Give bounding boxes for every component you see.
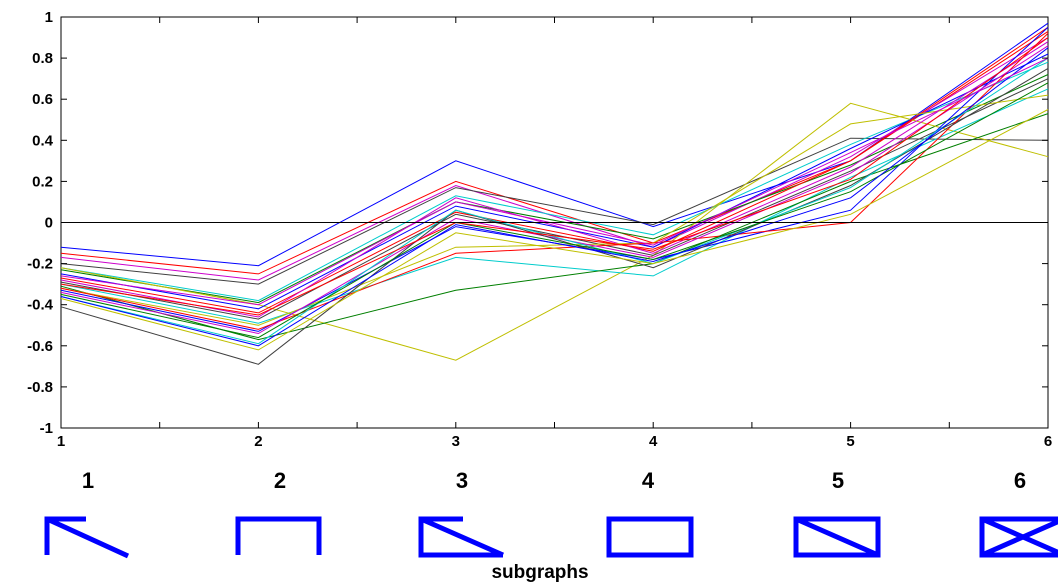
plot-area: 1 0.8 0.6 0.4 0.2 0 -0.2 -0.4 -0.6 -0.8 -1 1 2 3 4 5 6 [27, 9, 1052, 450]
y-tick-label: -0.6 [27, 338, 53, 355]
x-tick-label: 2 [254, 433, 262, 450]
series-line-5 [60, 61, 1049, 302]
y-tick-label: 0 [45, 215, 53, 232]
series-layer [60, 22, 1049, 365]
y-tick-label: -1 [40, 420, 53, 437]
subgraph-numbers: 1 2 3 4 5 6 [82, 468, 1026, 493]
series-line-21 [60, 109, 1049, 351]
series-line-12 [60, 88, 1049, 324]
subgraph-5-icon [793, 516, 881, 558]
subgraph-3-icon [418, 516, 505, 558]
x-tick-label: 5 [846, 433, 854, 450]
series-line-8 [60, 53, 1049, 310]
subgraph-number-3: 3 [456, 468, 468, 493]
x-tick-label: 4 [649, 433, 658, 450]
subgraph-number-5: 5 [832, 468, 844, 493]
subgraph-icons [44, 516, 1058, 559]
series-line-20 [60, 82, 1049, 339]
subgraph-number-1: 1 [82, 468, 94, 493]
y-tick-label: -0.4 [27, 297, 54, 314]
y-tick-label: -0.8 [27, 379, 53, 396]
series-line-10 [60, 41, 1049, 318]
x-tick-labels: 1 2 3 4 5 6 [57, 433, 1052, 450]
y-tick-label: 0.6 [32, 91, 53, 108]
subgraph-number-6: 6 [1014, 468, 1026, 493]
y-tick-label: 0.4 [32, 132, 54, 149]
series-line-19 [60, 57, 1049, 345]
y-tick-labels: 1 0.8 0.6 0.4 0.2 0 -0.2 -0.4 -0.6 -0.8 -1 [27, 9, 54, 437]
y-tick-label: 0.2 [32, 173, 53, 190]
subgraph-2-icon [235, 516, 322, 555]
subgraph-6-icon [979, 516, 1058, 558]
y-tick-label: 1 [45, 9, 53, 26]
subgraph-4-icon [606, 516, 694, 558]
subgraph-1-icon [44, 516, 130, 559]
series-line-17 [60, 45, 1049, 335]
y-tick-label: -0.2 [27, 256, 53, 273]
series-line-2 [60, 30, 1049, 275]
y-tick-label: 0.8 [32, 50, 53, 67]
series-line-6 [60, 74, 1049, 304]
series-line-1 [60, 22, 1049, 267]
series-line-14 [60, 94, 1049, 326]
series-line-7 [60, 102, 1049, 361]
subgraph-number-2: 2 [274, 468, 286, 493]
series-line-9 [60, 26, 1049, 314]
x-tick-label: 3 [452, 433, 460, 450]
series-line-22 [60, 47, 1049, 347]
series-line-24 [60, 57, 1049, 306]
subgraph-number-4: 4 [642, 468, 655, 493]
tick-marks [60, 16, 1049, 429]
x-axis-label: subgraphs [491, 562, 588, 582]
series-line-23 [60, 37, 1049, 316]
x-tick-label: 1 [57, 433, 65, 450]
x-tick-label: 6 [1044, 433, 1052, 450]
